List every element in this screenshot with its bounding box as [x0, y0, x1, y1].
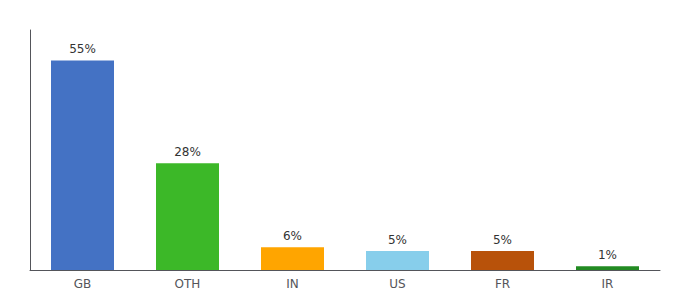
svg-text:FR: FR: [495, 277, 510, 291]
svg-text:1%: 1%: [598, 248, 617, 262]
svg-text:55%: 55%: [69, 42, 96, 56]
svg-text:IN: IN: [286, 277, 299, 291]
svg-text:5%: 5%: [493, 233, 512, 247]
svg-text:GB: GB: [74, 277, 92, 291]
svg-text:IR: IR: [602, 277, 614, 291]
svg-text:OTH: OTH: [175, 277, 201, 291]
svg-text:6%: 6%: [283, 229, 302, 243]
svg-text:5%: 5%: [388, 233, 407, 247]
svg-text:28%: 28%: [174, 145, 201, 159]
svg-text:US: US: [389, 277, 405, 291]
